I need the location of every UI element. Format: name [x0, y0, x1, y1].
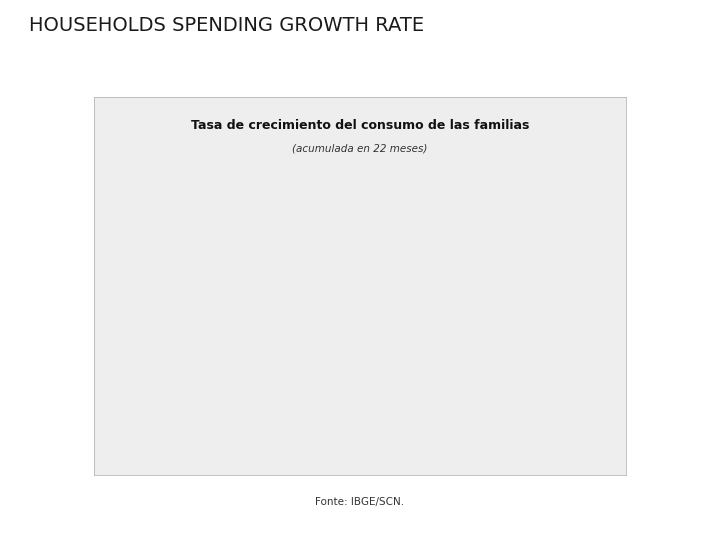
Text: (acumulada en 22 meses): (acumulada en 22 meses) — [292, 143, 428, 153]
Text: Fonte: IBGE/SCN.: Fonte: IBGE/SCN. — [315, 497, 405, 507]
Text: Tasa de crecimiento del consumo de las familias: Tasa de crecimiento del consumo de las f… — [191, 119, 529, 132]
Text: HOUSEHOLDS SPENDING GROWTH RATE: HOUSEHOLDS SPENDING GROWTH RATE — [29, 16, 424, 35]
